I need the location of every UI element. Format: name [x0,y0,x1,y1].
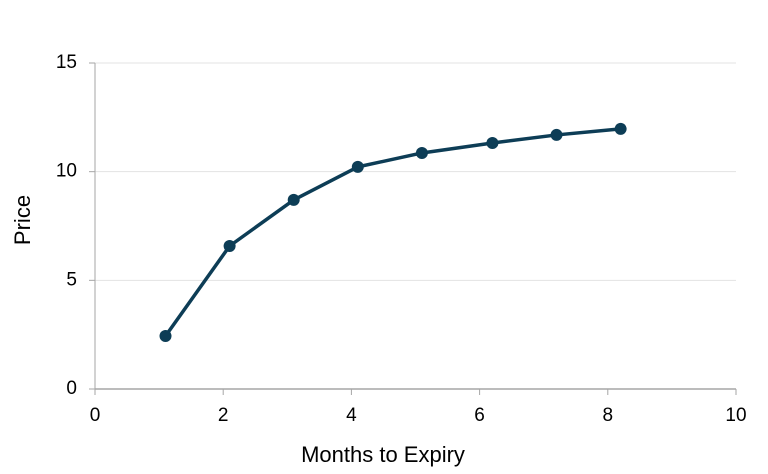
x-tick-label: 6 [474,405,485,426]
y-tick-label: 5 [66,269,77,290]
marker [614,122,627,135]
y-tick-label: 0 [66,378,77,399]
x-tick-label: 10 [725,405,746,426]
marker [159,329,172,342]
x-tick-label: 8 [603,405,614,426]
marker [415,146,428,159]
y-tick-label: 10 [56,161,77,182]
x-tick-label: 4 [346,405,357,426]
x-tick-label: 2 [218,405,229,426]
marker [550,128,563,141]
x-tick-label: 0 [90,405,101,426]
marker [486,136,499,149]
marker [223,239,236,252]
y-tick-label: 15 [56,52,77,73]
marker [351,160,364,173]
y-axis-label: Price [10,195,35,245]
marker [287,193,300,206]
x-axis-label: Months to Expiry [301,442,465,467]
line [164,127,621,337]
